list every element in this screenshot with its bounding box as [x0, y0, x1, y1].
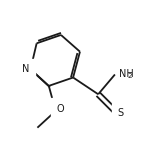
Text: N: N: [22, 64, 30, 74]
Text: S: S: [117, 108, 123, 118]
Text: 2: 2: [127, 73, 132, 79]
Text: O: O: [56, 104, 64, 114]
Text: NH: NH: [119, 69, 133, 79]
